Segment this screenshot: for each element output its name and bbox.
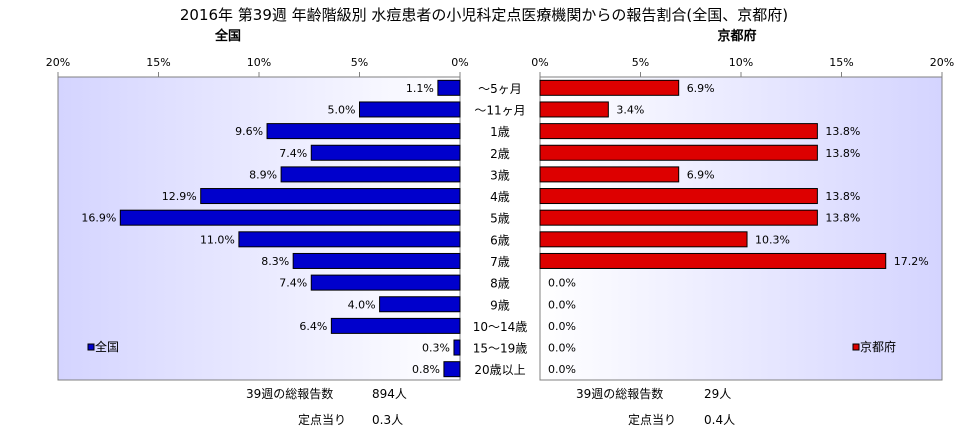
footer-national-per-value: 0.3人 (372, 413, 404, 427)
data-label-national: 4.0% (348, 298, 376, 311)
bar-kyoto (539, 188, 818, 205)
category-label: 15～19歳 (473, 342, 528, 356)
data-label-kyoto: 0.0% (548, 298, 576, 311)
x-tick-label-national: 0% (451, 56, 468, 69)
data-label-national: 8.3% (261, 255, 289, 268)
legend-swatch-kyoto (852, 343, 860, 351)
bar-kyoto (539, 101, 609, 118)
x-tick-label-kyoto: 15% (829, 56, 853, 69)
data-label-kyoto: 13.8% (825, 147, 860, 160)
bar-national (453, 339, 461, 356)
data-label-national: 5.0% (328, 103, 356, 116)
category-label: 5歳 (490, 212, 510, 226)
category-label: 2歳 (490, 147, 510, 161)
bar-national (330, 317, 461, 334)
x-tick-label-national: 20% (46, 56, 70, 69)
data-label-kyoto: 3.4% (616, 103, 644, 116)
category-label: 4歳 (490, 190, 510, 204)
data-label-national: 7.4% (279, 277, 307, 290)
data-label-kyoto: 0.0% (548, 320, 576, 333)
data-label-kyoto: 6.9% (687, 82, 715, 95)
data-label-national: 0.8% (412, 363, 440, 376)
plot-area-kyoto (539, 76, 943, 381)
bar-kyoto (539, 79, 680, 96)
category-label: 6歳 (490, 233, 510, 247)
data-label-kyoto: 6.9% (687, 168, 715, 181)
footer-national-total-value: 894人 (372, 387, 407, 401)
data-label-kyoto: 0.0% (548, 363, 576, 376)
category-label: ～5ヶ月 (478, 82, 522, 96)
bar-national (238, 231, 461, 248)
footer-national-per-label: 定点当り (298, 413, 347, 427)
data-label-national: 1.1% (406, 82, 434, 95)
category-label: 9歳 (490, 298, 510, 312)
category-label: ～11ヶ月 (474, 103, 525, 117)
category-label: 10～14歳 (473, 320, 528, 334)
data-label-kyoto: 13.8% (825, 125, 860, 138)
category-label: 3歳 (490, 168, 510, 182)
x-tick-label-national: 10% (247, 56, 271, 69)
legend-label-kyoto: 京都府 (860, 339, 896, 354)
bar-national (437, 79, 461, 96)
x-tick-label-national: 15% (146, 56, 170, 69)
footer-national-total-label: 39週の総報告数 (246, 387, 334, 401)
footer-kyoto-per-label: 定点当り (628, 413, 677, 427)
data-label-national: 7.4% (279, 147, 307, 160)
data-label-national: 12.9% (162, 190, 197, 203)
bar-national (292, 252, 461, 269)
bar-national (310, 274, 461, 291)
data-label-kyoto: 13.8% (825, 212, 860, 225)
bar-national (443, 361, 461, 378)
panel-national: 0%5%10%15%20%1.1%5.0%9.6%7.4%8.9%12.9%16… (46, 56, 469, 381)
x-tick-label-national: 5% (351, 56, 368, 69)
data-label-national: 9.6% (235, 125, 263, 138)
category-label: 20歳以上 (474, 363, 525, 377)
data-label-kyoto: 13.8% (825, 190, 860, 203)
x-tick-label-kyoto: 20% (930, 56, 954, 69)
footer-kyoto-total-label: 39週の総報告数 (576, 387, 664, 401)
bar-kyoto (539, 252, 887, 269)
data-label-national: 0.3% (422, 342, 450, 355)
bar-national (119, 209, 461, 226)
footer-kyoto-total-value: 29人 (704, 387, 732, 401)
bar-national (266, 123, 461, 140)
plot-area-national (57, 76, 461, 381)
bar-kyoto (539, 144, 818, 161)
panel-title-kyoto: 京都府 (717, 28, 756, 44)
bar-kyoto (539, 231, 748, 248)
data-label-national: 16.9% (81, 212, 116, 225)
x-tick-label-kyoto: 10% (729, 56, 753, 69)
legend-swatch-national (87, 343, 95, 351)
panel-kyoto: 0% 5% 10% 15% 20% 6.9% 3.4% 13.8% 13.8% 6.9% 13.8%… (531, 56, 954, 381)
bar-kyoto (539, 209, 818, 226)
bar-national (310, 144, 461, 161)
legend-label-national: 全国 (95, 339, 119, 354)
x-tick-label-kyoto: 5% (632, 56, 649, 69)
data-label-kyoto: 0.0% (548, 342, 576, 355)
data-label-kyoto: 10.3% (755, 233, 790, 246)
category-labels: ～5ヶ月 ～11ヶ月 1歳 2歳 3歳 4歳 5歳 6歳 7歳 8歳 9歳 10～14歳 15～19歳 2… (473, 82, 528, 377)
bar-kyoto (539, 123, 818, 140)
category-label: 1歳 (490, 125, 510, 139)
x-tick-label-kyoto: 0% (531, 56, 548, 69)
category-label: 7歳 (490, 255, 510, 269)
footer-kyoto-per-value: 0.4人 (704, 413, 736, 427)
data-label-kyoto: 17.2% (894, 255, 929, 268)
data-label-kyoto: 0.0% (548, 277, 576, 290)
bar-kyoto (539, 166, 680, 183)
category-label: 8歳 (490, 277, 510, 291)
data-label-national: 6.4% (299, 320, 327, 333)
chart-title: 2016年 第39週 年齢階級別 水痘患者の小児科定点医療機関からの報告割合(全… (180, 6, 788, 24)
bar-national (280, 166, 461, 183)
panel-title-national: 全国 (214, 28, 241, 44)
bar-national (359, 101, 461, 118)
bar-national (200, 188, 461, 205)
data-label-national: 11.0% (200, 233, 235, 246)
data-label-national: 8.9% (249, 168, 277, 181)
bar-national (379, 296, 461, 313)
